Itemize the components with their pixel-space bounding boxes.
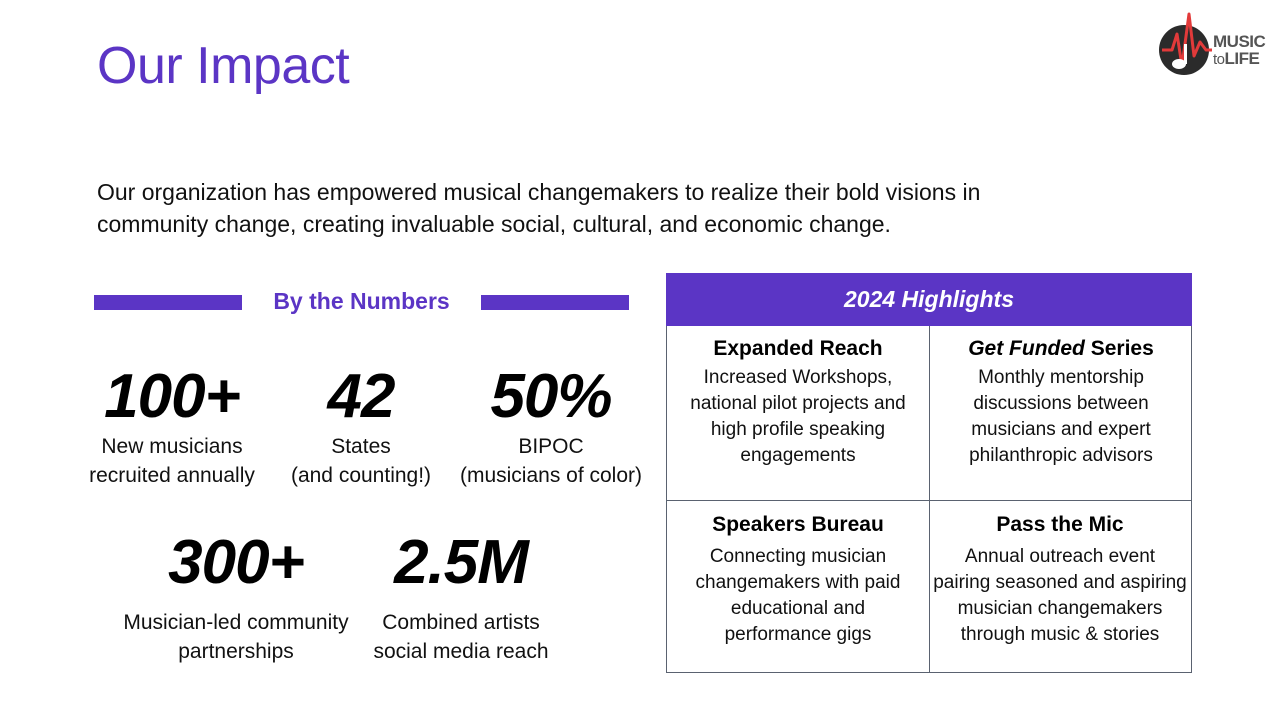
page-title: Our Impact (97, 37, 350, 95)
stat-partnerships: 300+ Musician-led community partnerships (106, 528, 366, 666)
logo-mark-icon (1159, 12, 1212, 75)
highlight-description: Increased Workshops, national pilot proj… (690, 367, 906, 466)
stat-value: 300+ (168, 528, 305, 597)
stat-caption-line1: States (331, 435, 391, 458)
table-divider-horizontal (666, 500, 1192, 501)
highlight-speakers-bureau: Speakers Bureau Connecting musician chan… (667, 511, 929, 648)
logo-wordmark: MUSIC toLIFE (1213, 32, 1266, 68)
highlight-title: Pass the Mic (996, 513, 1124, 536)
highlight-title: Expanded Reach (713, 337, 883, 360)
table-divider-vertical (929, 326, 930, 673)
stat-social-reach: 2.5M Combined artists social media reach (361, 528, 561, 666)
stat-caption-line2: partnerships (178, 640, 294, 663)
highlight-title: Get Funded Series (968, 337, 1154, 360)
stat-value: 100+ (104, 362, 241, 431)
stat-states: 42 States (and counting!) (271, 362, 451, 490)
highlight-description: Monthly mentorship discussions between m… (969, 367, 1153, 466)
stat-value: 50% (490, 362, 612, 431)
stat-bipoc: 50% BIPOC (musicians of color) (451, 362, 651, 490)
stat-caption-line2: recruited annually (89, 464, 255, 487)
stat-caption-line2: (musicians of color) (459, 464, 643, 487)
stat-value: 2.5M (394, 528, 529, 597)
stat-caption-line1: Combined artists (382, 611, 540, 634)
by-the-numbers-heading: By the Numbers (273, 288, 450, 314)
highlight-get-funded-series: Get Funded Series Monthly mentorship dis… (930, 335, 1192, 469)
highlight-title: Speakers Bureau (712, 513, 884, 536)
stat-value: 42 (327, 362, 396, 431)
highlight-pass-the-mic: Pass the Mic Annual outreach event pairi… (927, 511, 1193, 648)
stat-musicians: 100+ New musicians recruited annually (72, 362, 272, 490)
stat-caption-line2: (and counting!) (290, 464, 432, 487)
stat-caption-line1: Musician-led community (123, 611, 349, 634)
intro-paragraph: Our organization has empowered musical c… (97, 179, 981, 237)
stat-caption-line2: social media reach (373, 640, 549, 663)
heading-bar-right (481, 295, 629, 310)
stat-caption-line1: BIPOC (518, 435, 584, 458)
highlights-header: 2024 Highlights (666, 273, 1192, 326)
highlight-expanded-reach: Expanded Reach Increased Workshops, nati… (667, 335, 929, 469)
heading-bar-left (94, 295, 242, 310)
highlight-description: Annual outreach event pairing seasoned a… (933, 546, 1187, 645)
stat-caption-line1: New musicians (101, 435, 243, 458)
highlight-description: Connecting musician changemakers with pa… (695, 546, 901, 645)
